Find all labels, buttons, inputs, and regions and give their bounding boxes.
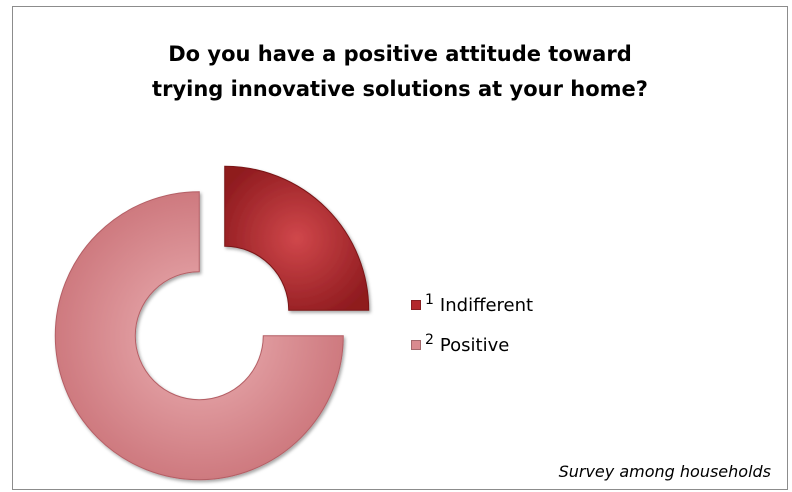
legend-swatch-positive [411,340,421,350]
donut-chart [54,165,370,481]
chart-frame: Do you have a positive attitude toward t… [12,6,788,490]
legend-swatch-indifferent [411,300,421,310]
chart-title-line-1: Do you have a positive attitude toward [168,42,632,66]
donut-slices [54,165,370,481]
legend-label-indifferent: Indifferent [439,294,534,316]
donut-slice-indifferent [224,165,370,311]
chart-title: Do you have a positive attitude toward t… [13,37,787,107]
legend-item-positive: 2 Positive [411,325,533,365]
donut-slice-positive [54,191,344,481]
footnote: Survey among households [558,462,771,481]
legend: 1 Indifferent 2 Positive [411,285,533,365]
legend-number-positive: 2 [425,332,434,348]
legend-label-positive: Positive [439,334,510,356]
chart-title-line-2: trying innovative solutions at your home… [152,77,648,101]
legend-number-indifferent: 1 [425,292,434,308]
legend-item-indifferent: 1 Indifferent [411,285,533,325]
